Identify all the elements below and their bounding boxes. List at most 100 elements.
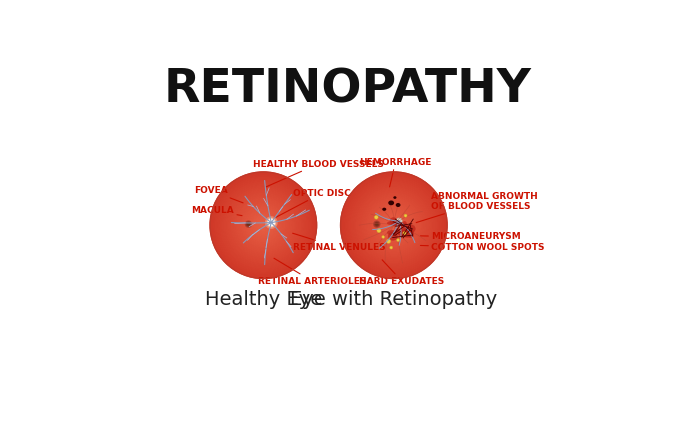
Circle shape — [367, 198, 420, 252]
Circle shape — [362, 193, 426, 257]
Text: Eye with Retinopathy: Eye with Retinopathy — [290, 290, 498, 309]
Circle shape — [351, 183, 437, 268]
Circle shape — [386, 239, 391, 244]
Ellipse shape — [388, 201, 394, 205]
Circle shape — [376, 207, 412, 243]
Text: MICROANEURYSM: MICROANEURYSM — [420, 232, 521, 241]
Circle shape — [258, 220, 268, 231]
Ellipse shape — [393, 196, 397, 199]
Text: Healthy Eye: Healthy Eye — [205, 290, 322, 309]
Circle shape — [360, 191, 428, 259]
Circle shape — [369, 200, 419, 250]
Ellipse shape — [402, 221, 407, 226]
Circle shape — [355, 186, 433, 264]
Ellipse shape — [397, 229, 405, 236]
Text: RETINAL VENULES: RETINAL VENULES — [293, 233, 385, 252]
Circle shape — [245, 207, 281, 243]
Ellipse shape — [407, 229, 414, 238]
Ellipse shape — [387, 221, 398, 225]
Circle shape — [221, 183, 306, 268]
Circle shape — [230, 191, 297, 259]
Circle shape — [391, 222, 397, 229]
Circle shape — [388, 220, 399, 231]
Circle shape — [374, 222, 380, 227]
Ellipse shape — [401, 228, 413, 238]
Circle shape — [386, 218, 401, 232]
Circle shape — [396, 218, 402, 224]
Circle shape — [251, 213, 276, 238]
Circle shape — [249, 211, 277, 240]
Circle shape — [239, 200, 288, 250]
Circle shape — [383, 215, 405, 236]
Circle shape — [372, 204, 415, 247]
Circle shape — [256, 218, 271, 232]
Circle shape — [348, 179, 440, 271]
Circle shape — [365, 197, 422, 254]
Text: RETINOPATHY: RETINOPATHY — [163, 67, 532, 112]
Circle shape — [382, 213, 406, 238]
Circle shape — [216, 178, 311, 273]
Circle shape — [375, 223, 378, 226]
Circle shape — [245, 222, 251, 227]
Circle shape — [231, 193, 296, 257]
Circle shape — [217, 179, 309, 271]
Circle shape — [254, 216, 272, 234]
Circle shape — [240, 202, 286, 248]
Circle shape — [214, 176, 313, 275]
Circle shape — [349, 181, 438, 269]
Circle shape — [382, 235, 384, 238]
Text: COTTON WOOL SPOTS: COTTON WOOL SPOTS — [420, 243, 544, 252]
Circle shape — [340, 172, 447, 278]
Circle shape — [226, 188, 300, 263]
Circle shape — [392, 223, 395, 227]
Text: OPTIC DISC: OPTIC DISC — [273, 189, 351, 219]
Circle shape — [260, 222, 267, 229]
Circle shape — [373, 220, 380, 228]
Circle shape — [224, 186, 302, 264]
Circle shape — [233, 195, 294, 256]
Circle shape — [242, 204, 285, 247]
Text: RETINAL ARTERIOLES: RETINAL ARTERIOLES — [258, 258, 366, 285]
Circle shape — [342, 174, 445, 277]
Ellipse shape — [390, 217, 397, 225]
Ellipse shape — [406, 225, 416, 233]
Ellipse shape — [396, 203, 401, 207]
Text: FOVEA: FOVEA — [194, 186, 243, 203]
Ellipse shape — [388, 232, 398, 240]
Text: HEMORRHAGE: HEMORRHAGE — [359, 158, 432, 187]
Circle shape — [253, 215, 274, 236]
Circle shape — [404, 214, 407, 217]
Circle shape — [268, 219, 275, 226]
Circle shape — [247, 209, 279, 241]
Circle shape — [363, 195, 424, 256]
Circle shape — [377, 228, 381, 233]
Ellipse shape — [395, 228, 399, 234]
Circle shape — [380, 211, 408, 240]
Circle shape — [385, 216, 403, 234]
Circle shape — [235, 197, 292, 254]
Circle shape — [353, 184, 435, 266]
Circle shape — [212, 174, 315, 277]
Circle shape — [245, 220, 252, 228]
Circle shape — [244, 206, 283, 245]
Circle shape — [265, 216, 278, 229]
Circle shape — [266, 218, 276, 227]
Circle shape — [247, 223, 250, 226]
Ellipse shape — [391, 222, 403, 227]
Circle shape — [397, 239, 399, 242]
Ellipse shape — [387, 230, 397, 235]
Circle shape — [390, 246, 393, 249]
Circle shape — [371, 202, 417, 248]
Circle shape — [210, 172, 317, 278]
Circle shape — [403, 231, 406, 235]
Ellipse shape — [401, 223, 409, 232]
Circle shape — [374, 215, 378, 219]
Ellipse shape — [382, 208, 386, 211]
Circle shape — [357, 188, 431, 263]
Circle shape — [222, 184, 304, 266]
Circle shape — [219, 181, 308, 269]
Circle shape — [344, 176, 443, 275]
Circle shape — [378, 209, 410, 241]
Circle shape — [374, 206, 414, 245]
Text: HARD EXUDATES: HARD EXUDATES — [359, 260, 445, 285]
